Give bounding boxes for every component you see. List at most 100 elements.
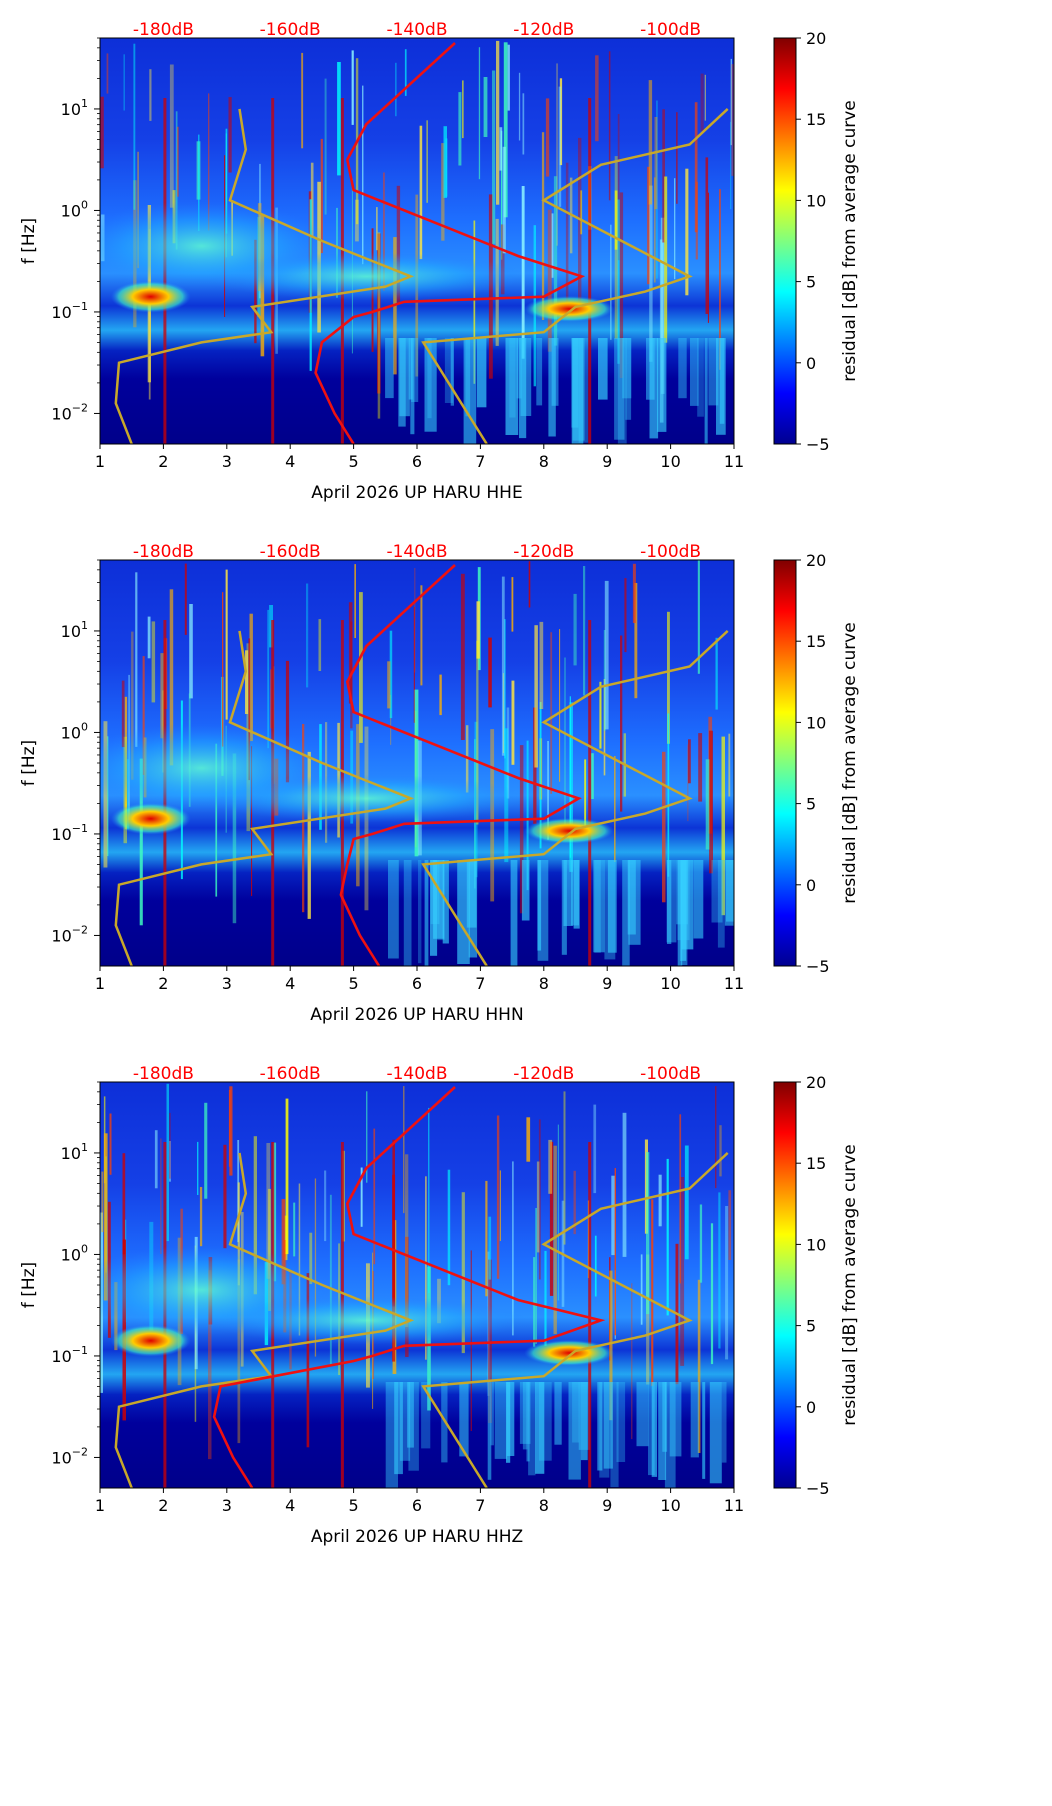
heatmap-streak [728,733,731,797]
db-scale-label: -160dB [260,20,321,40]
heatmap-streak [649,338,659,439]
heatmap-streak [503,42,508,218]
heatmap-streak [685,168,689,296]
heatmap-streak [494,1382,508,1459]
y-axis-ticks: 10−2 10−1 100 101 [51,37,100,423]
heatmap-streak [310,162,314,238]
heatmap-streak [430,860,438,956]
heatmap-streak [419,125,423,260]
heatmap-streak [476,640,479,825]
heatmap-streak [461,1192,465,1354]
heatmap-streak [667,713,670,877]
heatmap-streak [667,860,672,944]
heatmap-streak [488,1259,492,1423]
heatmap-streak [719,1125,722,1177]
heatmap-streak [354,564,356,638]
heatmap-streak [603,679,606,776]
heatmap-streak [253,1136,257,1295]
heatmap-streak [725,1206,729,1360]
heatmap-streak [147,616,151,659]
y-axis-ticks: 10−2 10−1 100 101 [51,1081,100,1467]
heatmap-streak [501,576,505,756]
x-tick-label: 11 [724,1496,744,1515]
heatmap-streak [593,1104,597,1194]
heatmap-streak [699,1204,703,1283]
x-tick-label: 10 [660,1496,680,1515]
heatmap-streak [267,609,270,749]
heatmap-streak [450,338,454,406]
heatmap-streak [131,631,134,780]
heatmap-streak [648,1382,655,1476]
heatmap-streak [597,1382,603,1471]
heatmap-streaks [103,560,734,966]
heatmap-streak [215,743,218,897]
heatmap-streak [439,674,442,716]
db-scale-label: -160dB [260,542,321,562]
heatmap-streak [538,1119,541,1280]
heatmap-streak [324,1170,327,1242]
heatmap-streak [465,338,471,417]
x-tick-label: 6 [412,1496,422,1515]
heatmap-streak [306,583,309,688]
heatmap-streak [598,338,608,400]
heatmap-streak [690,338,699,406]
heatmap-streak [568,1382,581,1480]
heatmap-streak [583,566,586,696]
heatmap-streak [504,619,506,759]
heatmap-streak [441,143,445,241]
heatmap-streak [539,1382,552,1461]
heatmap-streak [697,1279,701,1453]
heatmap-streak [719,189,721,370]
y-axis-label: f [Hz] [19,218,39,264]
heatmap-hotspots [100,722,615,844]
x-tick-label: 2 [158,974,168,993]
heatmap-streak [476,338,487,408]
nhnm-curve [114,108,415,444]
colorbar-tick-label: −5 [806,435,830,454]
heatmap-streak [646,1152,650,1315]
heatmap-streak [184,563,187,635]
heatmap-streak [511,680,515,765]
heatmap-hotspot [100,200,332,291]
y-tick-label: 100 [61,1242,88,1264]
heatmap-streak [177,126,179,197]
db-scale-label: -180dB [133,542,194,562]
heatmap-streak [394,1382,403,1475]
heatmap-streak [709,730,713,874]
db-scale-label: -120dB [513,20,574,40]
heatmap-streak [677,860,683,966]
y-tick-label: 10−2 [51,1445,88,1467]
heatmap-streak [526,1382,530,1462]
heatmap-streak [658,1174,662,1227]
heatmap-streak [619,192,624,378]
nlnm-curve [421,1151,729,1488]
heatmap-streak [123,54,125,111]
heatmap-streak [610,1382,619,1488]
heatmap-hotspot [100,722,332,813]
heatmap-streak [405,1236,409,1357]
heatmap-streak [536,338,543,406]
heatmap-streak [518,72,521,141]
heatmap-streak [649,185,653,362]
x-tick-label: 7 [475,974,485,993]
heatmap-streak [599,1382,610,1478]
y-axis-label: f [Hz] [19,1262,39,1308]
colorbar-ticks: −5 0 5 10 15 20 [796,551,830,976]
db-scale-labels: -180dB -160dB -140dB -120dB -100dB [133,1064,701,1084]
heatmap-streak [569,702,573,872]
heatmap-streak [702,1382,706,1479]
heatmap-streak [721,736,725,916]
db-scale-label: -100dB [640,20,701,40]
heatmap-streak [272,1142,277,1282]
colorbar-tick-label: 15 [806,1154,826,1173]
heatmap-streak [488,1216,492,1280]
heatmap-streak [731,64,734,176]
heatmap-streak [366,1091,368,1183]
db-scale-label: -140dB [386,1064,447,1084]
heatmap-streak [688,739,691,784]
heatmap-streak [624,578,627,653]
heatmap-streak [433,860,445,939]
heatmap-streak [676,112,678,204]
heatmap-streak [324,78,327,215]
colorbar-tick-label: −5 [806,957,830,976]
